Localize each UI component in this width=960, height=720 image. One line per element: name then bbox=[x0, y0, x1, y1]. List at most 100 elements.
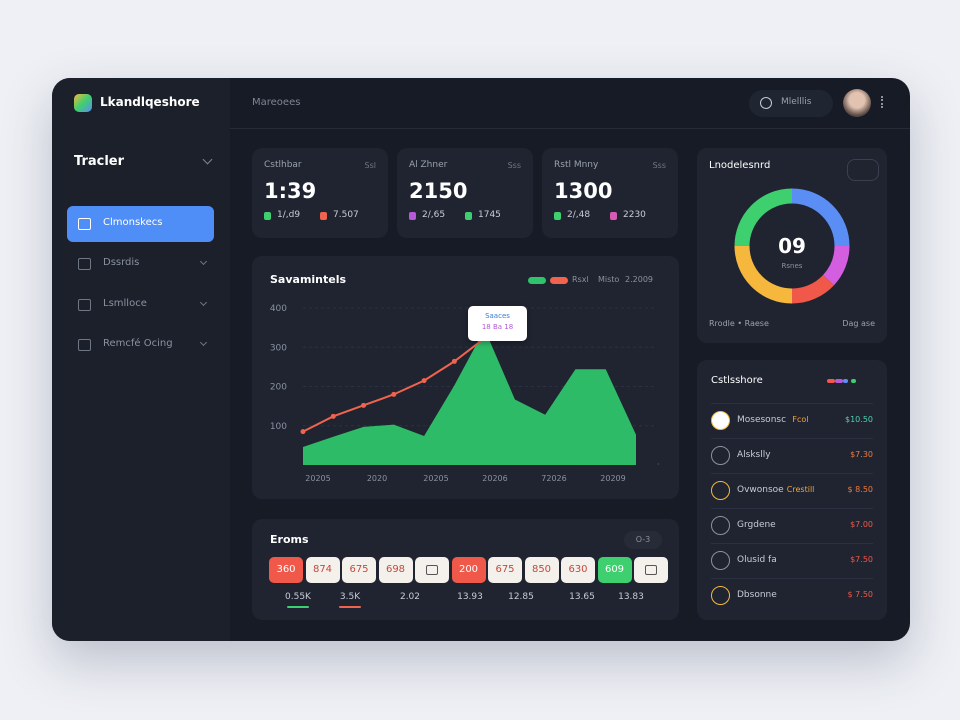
stat-label: Rstl Mnny bbox=[554, 160, 599, 170]
stat-value: 2150 bbox=[409, 179, 468, 203]
row-icon bbox=[711, 411, 730, 430]
event-chip[interactable]: 630 bbox=[561, 557, 595, 583]
menu-dots[interactable] bbox=[881, 96, 885, 108]
event-stat: 13.65 bbox=[569, 592, 595, 602]
nav-chevron bbox=[199, 338, 208, 346]
search-icon bbox=[760, 97, 772, 109]
event-chip[interactable]: 675 bbox=[488, 557, 522, 583]
avatar[interactable] bbox=[843, 89, 871, 117]
stat-tag: Ssl bbox=[364, 161, 376, 170]
list-row[interactable]: Ovwonsoe Crestill $ 8.50 bbox=[711, 480, 873, 502]
donut-button[interactable] bbox=[847, 159, 879, 181]
search-button[interactable]: Mlelllis bbox=[749, 90, 833, 117]
tooltip-value: 18 Ba 18 bbox=[481, 323, 514, 331]
row-divider bbox=[711, 403, 873, 404]
event-chip[interactable] bbox=[634, 557, 668, 583]
legend-swatch bbox=[554, 212, 561, 220]
x-tick-label: 20205 bbox=[423, 474, 448, 483]
event-chip[interactable]: 850 bbox=[524, 557, 559, 583]
stat-label: Al Zhner bbox=[409, 160, 448, 170]
donut-segment bbox=[791, 274, 834, 304]
y-tick-label: 100 bbox=[270, 422, 287, 432]
list-filter-dot bbox=[835, 379, 843, 383]
row-tag: Fcol bbox=[792, 415, 809, 424]
row-divider bbox=[711, 508, 873, 509]
nav-icon bbox=[78, 338, 91, 351]
nav-chevron bbox=[199, 258, 208, 266]
chart-card: Savamintels Rsxl Misto 2.2009 100 200 300 400 20… bbox=[252, 256, 679, 499]
stat-card: Al Zhner Sss 2150 2/,65 1745 bbox=[397, 148, 533, 238]
sidebar-title: Tracler bbox=[74, 154, 125, 169]
nav-item[interactable]: Lsmlloce bbox=[67, 287, 214, 323]
logo-text: Lkandlqeshore bbox=[100, 95, 200, 109]
search-label: Mlelllis bbox=[781, 97, 812, 107]
list-row[interactable]: Dbsonne $ 7.50 bbox=[711, 585, 873, 607]
event-chip[interactable]: 874 bbox=[305, 557, 340, 583]
row-icon bbox=[711, 446, 730, 465]
sidebar bbox=[52, 78, 230, 641]
nav-label: Remcfé Ocing bbox=[103, 337, 173, 349]
line-point bbox=[421, 378, 427, 384]
legend-label: 1/,d9 bbox=[277, 210, 301, 220]
legend-note: 2.2009 bbox=[625, 275, 653, 284]
stat-tag: Sss bbox=[507, 161, 521, 170]
event-chip[interactable] bbox=[415, 557, 449, 583]
legend-swatch bbox=[550, 277, 568, 284]
event-chip[interactable]: 698 bbox=[378, 557, 413, 583]
stat-value: 1300 bbox=[554, 179, 613, 203]
donut-segment bbox=[822, 245, 850, 286]
chip-icon bbox=[426, 565, 438, 575]
row-amount: $7.30 bbox=[850, 450, 873, 459]
y-tick-label: 400 bbox=[270, 304, 287, 314]
row-divider bbox=[711, 578, 873, 579]
graphic: 100 200 300 400 20205 2020 20205 20206 72026 2020… bbox=[270, 304, 660, 483]
list-filter-dot bbox=[843, 379, 848, 383]
stat-value: 1:39 bbox=[264, 179, 317, 203]
row-icon bbox=[711, 516, 730, 535]
nav-label: Lsmlloce bbox=[103, 297, 147, 309]
nav-item[interactable]: Remcfé Ocing bbox=[67, 327, 214, 363]
row-name: Mosesonsc bbox=[737, 415, 787, 425]
events-card: Eroms O-3 360 874 675 698 200 675 850 630 609 0.55K… bbox=[252, 519, 679, 620]
line-point bbox=[451, 358, 457, 364]
events-button[interactable]: O-3 bbox=[624, 531, 662, 549]
event-chip[interactable]: 609 bbox=[597, 557, 632, 583]
donut-segment bbox=[734, 245, 793, 304]
list-title: Cstlsshore bbox=[711, 375, 763, 386]
donut-center-value: 09 bbox=[778, 234, 806, 258]
donut-segment bbox=[734, 188, 793, 247]
legend-label: Rsxl bbox=[572, 275, 589, 284]
stat-label: Cstlhbar bbox=[264, 160, 302, 170]
logo-icon bbox=[74, 94, 92, 112]
list-row[interactable]: Olusid fa $7.50 bbox=[711, 550, 873, 572]
event-chip[interactable]: 675 bbox=[342, 557, 376, 583]
stat-underline bbox=[339, 606, 361, 608]
row-amount: $10.50 bbox=[845, 415, 873, 424]
event-chip[interactable]: 360 bbox=[269, 557, 303, 583]
row-amount: $7.00 bbox=[850, 520, 873, 529]
stat-underline bbox=[287, 606, 309, 608]
list-row[interactable]: Grgdene $7.00 bbox=[711, 515, 873, 537]
chip-icon bbox=[645, 565, 657, 575]
row-amount: $ 8.50 bbox=[847, 485, 873, 494]
event-chip[interactable]: 200 bbox=[451, 557, 486, 583]
breadcrumb: Mareoees bbox=[252, 97, 301, 108]
nav-item[interactable]: Clmonskecs bbox=[67, 206, 214, 242]
legend-label: 2230 bbox=[623, 210, 646, 220]
legend-swatch bbox=[610, 212, 617, 220]
list-filter-dot bbox=[827, 379, 835, 383]
row-tag: Crestill bbox=[786, 485, 815, 494]
row-name: Ovwonsoe bbox=[737, 485, 784, 495]
row-icon bbox=[711, 551, 730, 570]
nav-icon bbox=[78, 298, 91, 311]
legend-label: 7.507 bbox=[333, 210, 359, 220]
list-filter-dot bbox=[851, 379, 856, 383]
list-row[interactable]: Mosesonsc Fcol $10.50 bbox=[711, 410, 873, 432]
graphic: 09 Rsnes bbox=[734, 188, 850, 304]
x-tick-label: 72026 bbox=[541, 474, 566, 483]
nav-item[interactable]: Dssrdis bbox=[67, 246, 214, 282]
x-tick-label: 20206 bbox=[482, 474, 507, 483]
list-row[interactable]: Alskslly $7.30 bbox=[711, 445, 873, 467]
legend-label: 1745 bbox=[478, 210, 501, 220]
